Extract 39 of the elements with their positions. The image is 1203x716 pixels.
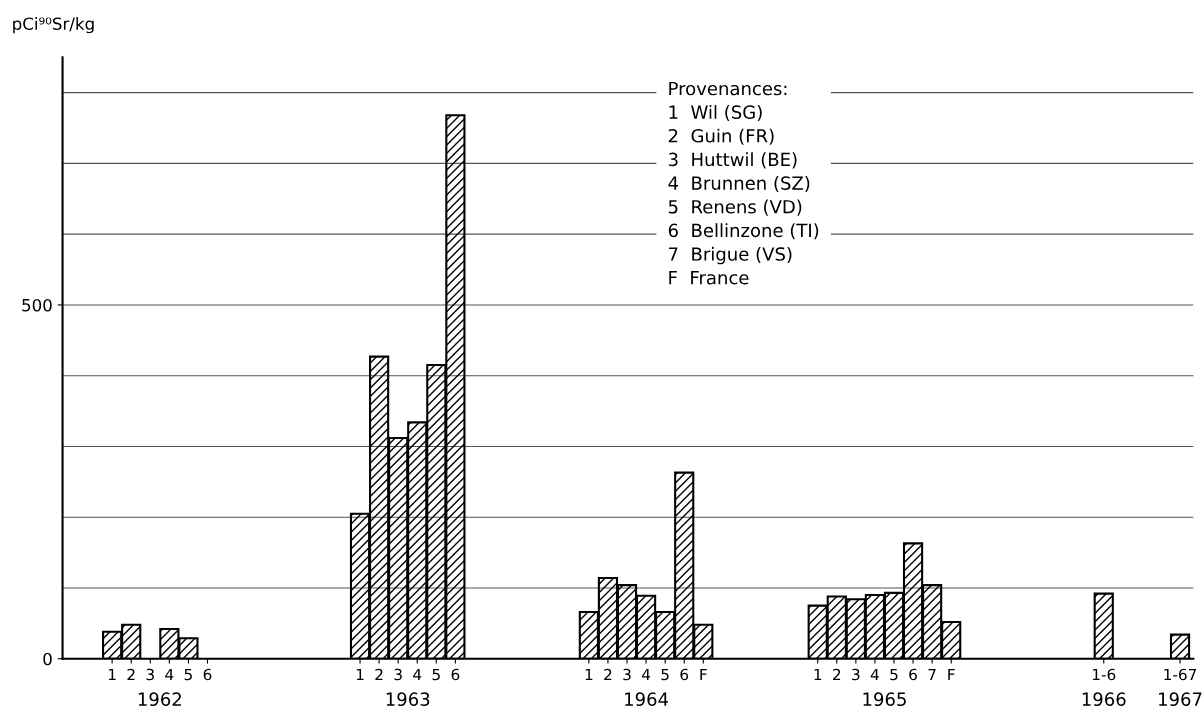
x-tick-label: 1-67 — [1164, 668, 1197, 681]
x-tick-label: 7 — [928, 668, 936, 681]
x-tick-label: 5 — [890, 668, 898, 681]
x-tick-label: 4 — [870, 668, 879, 681]
x-tick-label: 2 — [604, 668, 612, 681]
x-tick-label: 1 — [108, 668, 116, 681]
text: Provenances: 1 Wil (SG) 2 Guin (FR) 3 Huttwil (BE) 4 Brunnen (SZ) 5 Renens (VD) 6 Bellinzone (TI) 7 Brigue (VS) F France — [668, 81, 819, 285]
x-tick-label: 3 — [146, 668, 154, 681]
x-tick-label: 6 — [203, 668, 212, 681]
x-tick-label: F — [948, 668, 955, 681]
y-tick-label: 500 — [22, 298, 52, 312]
x-tick-label: 3 — [623, 668, 631, 681]
text: 1965 — [863, 692, 906, 707]
x-tick-label: 6 — [909, 668, 917, 681]
x-tick-label: 4 — [413, 668, 422, 681]
x-tick-label: 5 — [661, 668, 669, 681]
x-tick-label: 3 — [394, 668, 402, 681]
text: 1963 — [386, 692, 430, 707]
x-tick-label: 3 — [852, 668, 860, 681]
text: 1962 — [138, 692, 181, 707]
text: 1964 — [625, 692, 669, 707]
x-tick-label: 1-6 — [1092, 668, 1116, 681]
x-tick-label: 2 — [833, 668, 841, 681]
x-tick-label: 1 — [356, 668, 364, 681]
x-tick-label: 6 — [680, 668, 689, 681]
text: 1966 — [1082, 692, 1126, 707]
x-tick-label: 1 — [585, 668, 593, 681]
text: 1967 — [1159, 692, 1202, 707]
y-tick-label: 0 — [43, 652, 52, 666]
x-tick-label: 2 — [127, 668, 135, 681]
y-axis-title: pCi⁹⁰Sr/kg — [13, 17, 94, 34]
x-tick-label: 4 — [641, 668, 651, 681]
x-tick-label: 5 — [184, 668, 192, 681]
x-tick-label: 4 — [165, 668, 174, 681]
x-tick-label: 6 — [451, 668, 460, 681]
x-tick-label: 1 — [814, 668, 822, 681]
x-tick-label: 2 — [375, 668, 383, 681]
x-tick-label: F — [700, 668, 707, 681]
x-tick-label: 5 — [432, 668, 440, 681]
